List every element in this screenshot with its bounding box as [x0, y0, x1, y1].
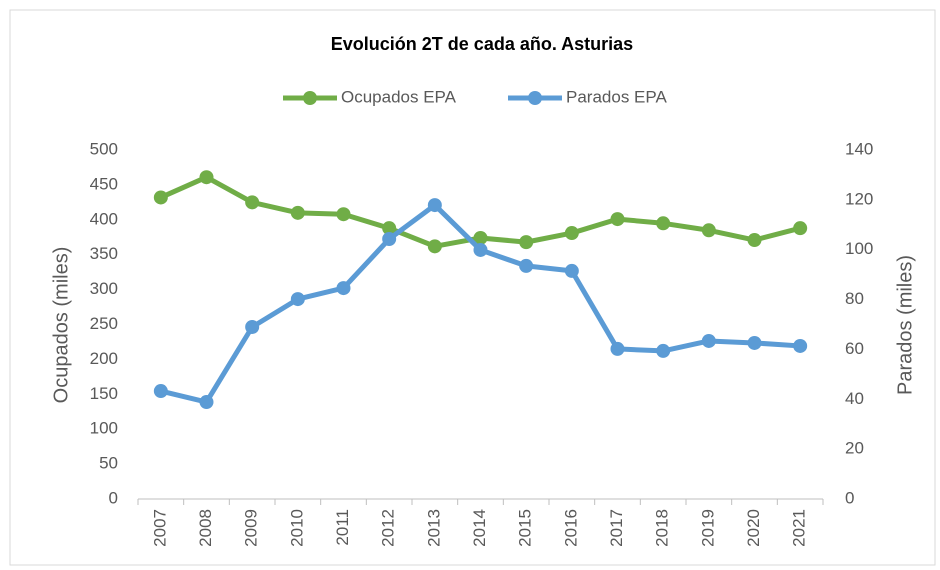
data-point [427, 239, 442, 254]
y2-tick-label: 100 [845, 239, 873, 258]
x-tick-label: 2020 [744, 509, 763, 547]
y2-tick-label: 0 [845, 488, 854, 507]
data-point [519, 235, 534, 250]
legend-label: Parados EPA [566, 87, 667, 106]
y-tick-label: 0 [109, 488, 118, 507]
data-point [290, 292, 305, 307]
data-point [564, 263, 579, 278]
y2-tick-label: 120 [845, 189, 873, 208]
x-tick-label: 2014 [470, 509, 489, 547]
x-tick-label: 2008 [196, 509, 215, 547]
data-point [656, 343, 671, 358]
x-tick-label: 2010 [287, 509, 306, 547]
data-point [199, 395, 214, 410]
data-point [793, 338, 808, 353]
x-tick-label: 2013 [424, 509, 443, 547]
y-tick-label: 300 [90, 279, 118, 298]
legend-marker [303, 91, 317, 105]
data-point [245, 195, 260, 210]
chart-frame [9, 9, 936, 566]
data-point [382, 221, 397, 236]
data-point [793, 221, 808, 236]
data-point [564, 226, 579, 241]
y-tick-label: 200 [90, 349, 118, 368]
x-tick-label: 2019 [698, 509, 717, 547]
data-point [747, 233, 762, 248]
data-point [519, 258, 534, 273]
chart-title: Evolución 2T de cada año. Asturias [331, 34, 633, 54]
data-point [473, 242, 488, 257]
data-point [427, 198, 442, 213]
y2-tick-label: 80 [845, 289, 864, 308]
y2-tick-label: 20 [845, 439, 864, 458]
data-point [610, 341, 625, 356]
data-point [701, 223, 716, 238]
y-tick-label: 450 [90, 174, 118, 193]
data-point [336, 207, 351, 222]
data-point [153, 384, 168, 399]
x-tick-label: 2018 [653, 509, 672, 547]
y-tick-label: 100 [90, 419, 118, 438]
data-point [336, 281, 351, 296]
y-tick-label: 500 [90, 139, 118, 158]
x-tick-label: 2015 [516, 509, 535, 547]
x-tick-label: 2021 [790, 509, 809, 547]
y-tick-label: 250 [90, 314, 118, 333]
x-tick-label: 2011 [333, 509, 352, 546]
y2-tick-label: 40 [845, 389, 864, 408]
x-tick-label: 2016 [561, 509, 580, 547]
data-point [701, 333, 716, 348]
data-point [290, 205, 305, 220]
y-tick-label: 350 [90, 244, 118, 263]
legend-label: Ocupados EPA [341, 87, 457, 106]
x-tick-label: 2017 [607, 509, 626, 547]
data-point [153, 190, 168, 205]
y2-axis-title: Parados (miles) [894, 255, 916, 395]
data-point [610, 212, 625, 227]
y2-tick-label: 60 [845, 339, 864, 358]
y-tick-label: 150 [90, 384, 118, 403]
y-axis-title: Ocupados (miles) [50, 247, 72, 404]
y-tick-label: 400 [90, 209, 118, 228]
y-tick-label: 50 [99, 454, 118, 473]
y2-tick-label: 140 [845, 139, 873, 158]
data-point [245, 319, 260, 334]
data-point [199, 170, 214, 185]
x-tick-label: 2007 [150, 509, 169, 547]
data-point [382, 231, 397, 246]
data-point [473, 230, 488, 245]
data-point [747, 335, 762, 350]
x-tick-label: 2009 [242, 509, 261, 547]
x-tick-label: 2012 [379, 509, 398, 547]
data-point [656, 216, 671, 231]
legend-marker [528, 91, 542, 105]
